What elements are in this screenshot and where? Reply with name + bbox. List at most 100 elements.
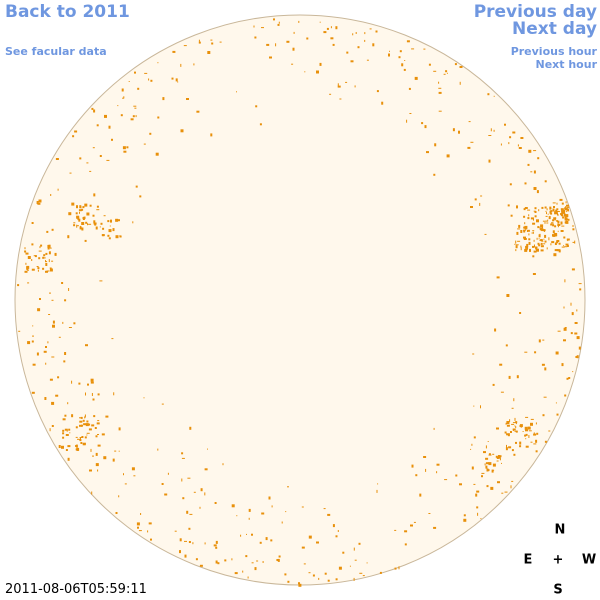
facula-speck — [507, 433, 510, 437]
facula-speck — [242, 570, 244, 573]
facula-speck — [298, 582, 300, 585]
facula-speck — [541, 226, 543, 229]
facula-speck — [86, 212, 90, 216]
facula-speck — [100, 222, 103, 225]
facula-speck — [86, 434, 88, 436]
facula-speck — [542, 339, 545, 341]
facula-speck — [433, 427, 435, 430]
facula-speck — [528, 233, 530, 236]
facula-speck — [254, 567, 257, 571]
facula-speck — [133, 475, 136, 477]
facula-speck — [504, 431, 507, 434]
previous-hour-link[interactable]: Previous hour — [510, 45, 597, 58]
facula-speck — [319, 62, 322, 66]
facula-speck — [204, 492, 206, 496]
facula-speck — [332, 524, 335, 528]
solar-disk — [14, 14, 586, 586]
facula-speck — [49, 292, 51, 294]
facula-speck — [68, 428, 71, 431]
facula-speck — [97, 393, 100, 396]
facula-speck — [327, 513, 331, 516]
facula-speck — [130, 118, 134, 121]
next-hour-link[interactable]: Next hour — [535, 58, 598, 71]
facula-speck — [69, 172, 72, 174]
facula-speck — [524, 222, 526, 225]
facula-speck — [459, 66, 463, 68]
facula-speck — [491, 469, 494, 473]
facula-speck — [563, 245, 565, 247]
facula-speck — [517, 228, 521, 230]
facula-speck — [287, 486, 289, 488]
facula-speck — [78, 209, 82, 212]
facula-speck — [27, 341, 31, 345]
facula-speck — [579, 288, 582, 291]
facula-speck — [303, 563, 306, 565]
facula-speck — [543, 396, 547, 398]
facula-speck — [93, 415, 96, 418]
facula-speck — [92, 214, 95, 217]
facula-speck — [557, 230, 559, 232]
facula-speck — [564, 246, 568, 248]
facula-speck — [496, 460, 499, 462]
facula-speck — [454, 63, 457, 66]
facula-speck — [533, 433, 537, 436]
facula-speck — [556, 202, 558, 205]
facula-speck — [563, 236, 566, 239]
facula-speck — [535, 246, 537, 250]
facula-speck — [91, 424, 95, 427]
facula-speck — [470, 141, 474, 143]
facula-speck — [277, 558, 280, 562]
facula-speck — [543, 243, 546, 245]
facula-speck — [568, 377, 571, 379]
facula-speck — [75, 448, 77, 451]
facula-speck — [79, 157, 82, 160]
facula-speck — [144, 72, 148, 74]
facula-speck — [174, 530, 177, 532]
facula-speck — [36, 201, 39, 204]
compass-center-mark: + — [552, 552, 564, 568]
facula-speck — [184, 554, 187, 558]
facula-speck — [518, 147, 522, 149]
facula-speck — [533, 432, 535, 435]
facula-speck — [157, 116, 160, 119]
facula-speck — [492, 469, 495, 471]
facula-speck — [102, 227, 105, 230]
facula-speck — [508, 142, 510, 145]
facula-speck — [483, 451, 486, 454]
facula-speck — [574, 322, 578, 324]
facula-speck — [251, 533, 253, 536]
facula-speck — [215, 546, 218, 549]
facula-speck — [83, 216, 86, 219]
facula-speck — [67, 402, 69, 405]
facula-speck — [506, 421, 510, 424]
facula-speck — [114, 450, 117, 452]
facula-speck — [566, 208, 569, 211]
next-day-link[interactable]: Next day — [512, 19, 597, 39]
previous-day-link[interactable]: Previous day — [473, 2, 597, 22]
facula-speck — [523, 229, 526, 231]
facula-speck — [499, 363, 503, 366]
facula-speck — [298, 583, 302, 587]
facula-speck — [335, 535, 338, 538]
facula-speck — [108, 125, 111, 129]
facula-speck — [519, 425, 523, 427]
facula-speck — [563, 339, 566, 342]
facula-speck — [115, 235, 119, 239]
facula-speck — [544, 206, 547, 209]
facula-speck — [157, 448, 159, 451]
facula-speck — [87, 223, 88, 226]
back-to-year-link[interactable]: Back to 2011 — [5, 2, 130, 22]
facula-speck — [471, 466, 474, 470]
facula-speck — [138, 530, 142, 532]
facula-speck — [572, 228, 575, 231]
facula-speck — [292, 47, 295, 51]
facula-speck — [358, 542, 361, 545]
facula-speck — [511, 449, 514, 452]
facula-speck — [99, 226, 101, 228]
facula-speck — [559, 198, 563, 201]
facula-speck — [49, 268, 53, 272]
facula-speck — [540, 239, 543, 242]
see-facular-data-link[interactable]: See facular data — [5, 45, 107, 58]
facula-speck — [55, 158, 59, 160]
facula-speck — [46, 230, 49, 233]
